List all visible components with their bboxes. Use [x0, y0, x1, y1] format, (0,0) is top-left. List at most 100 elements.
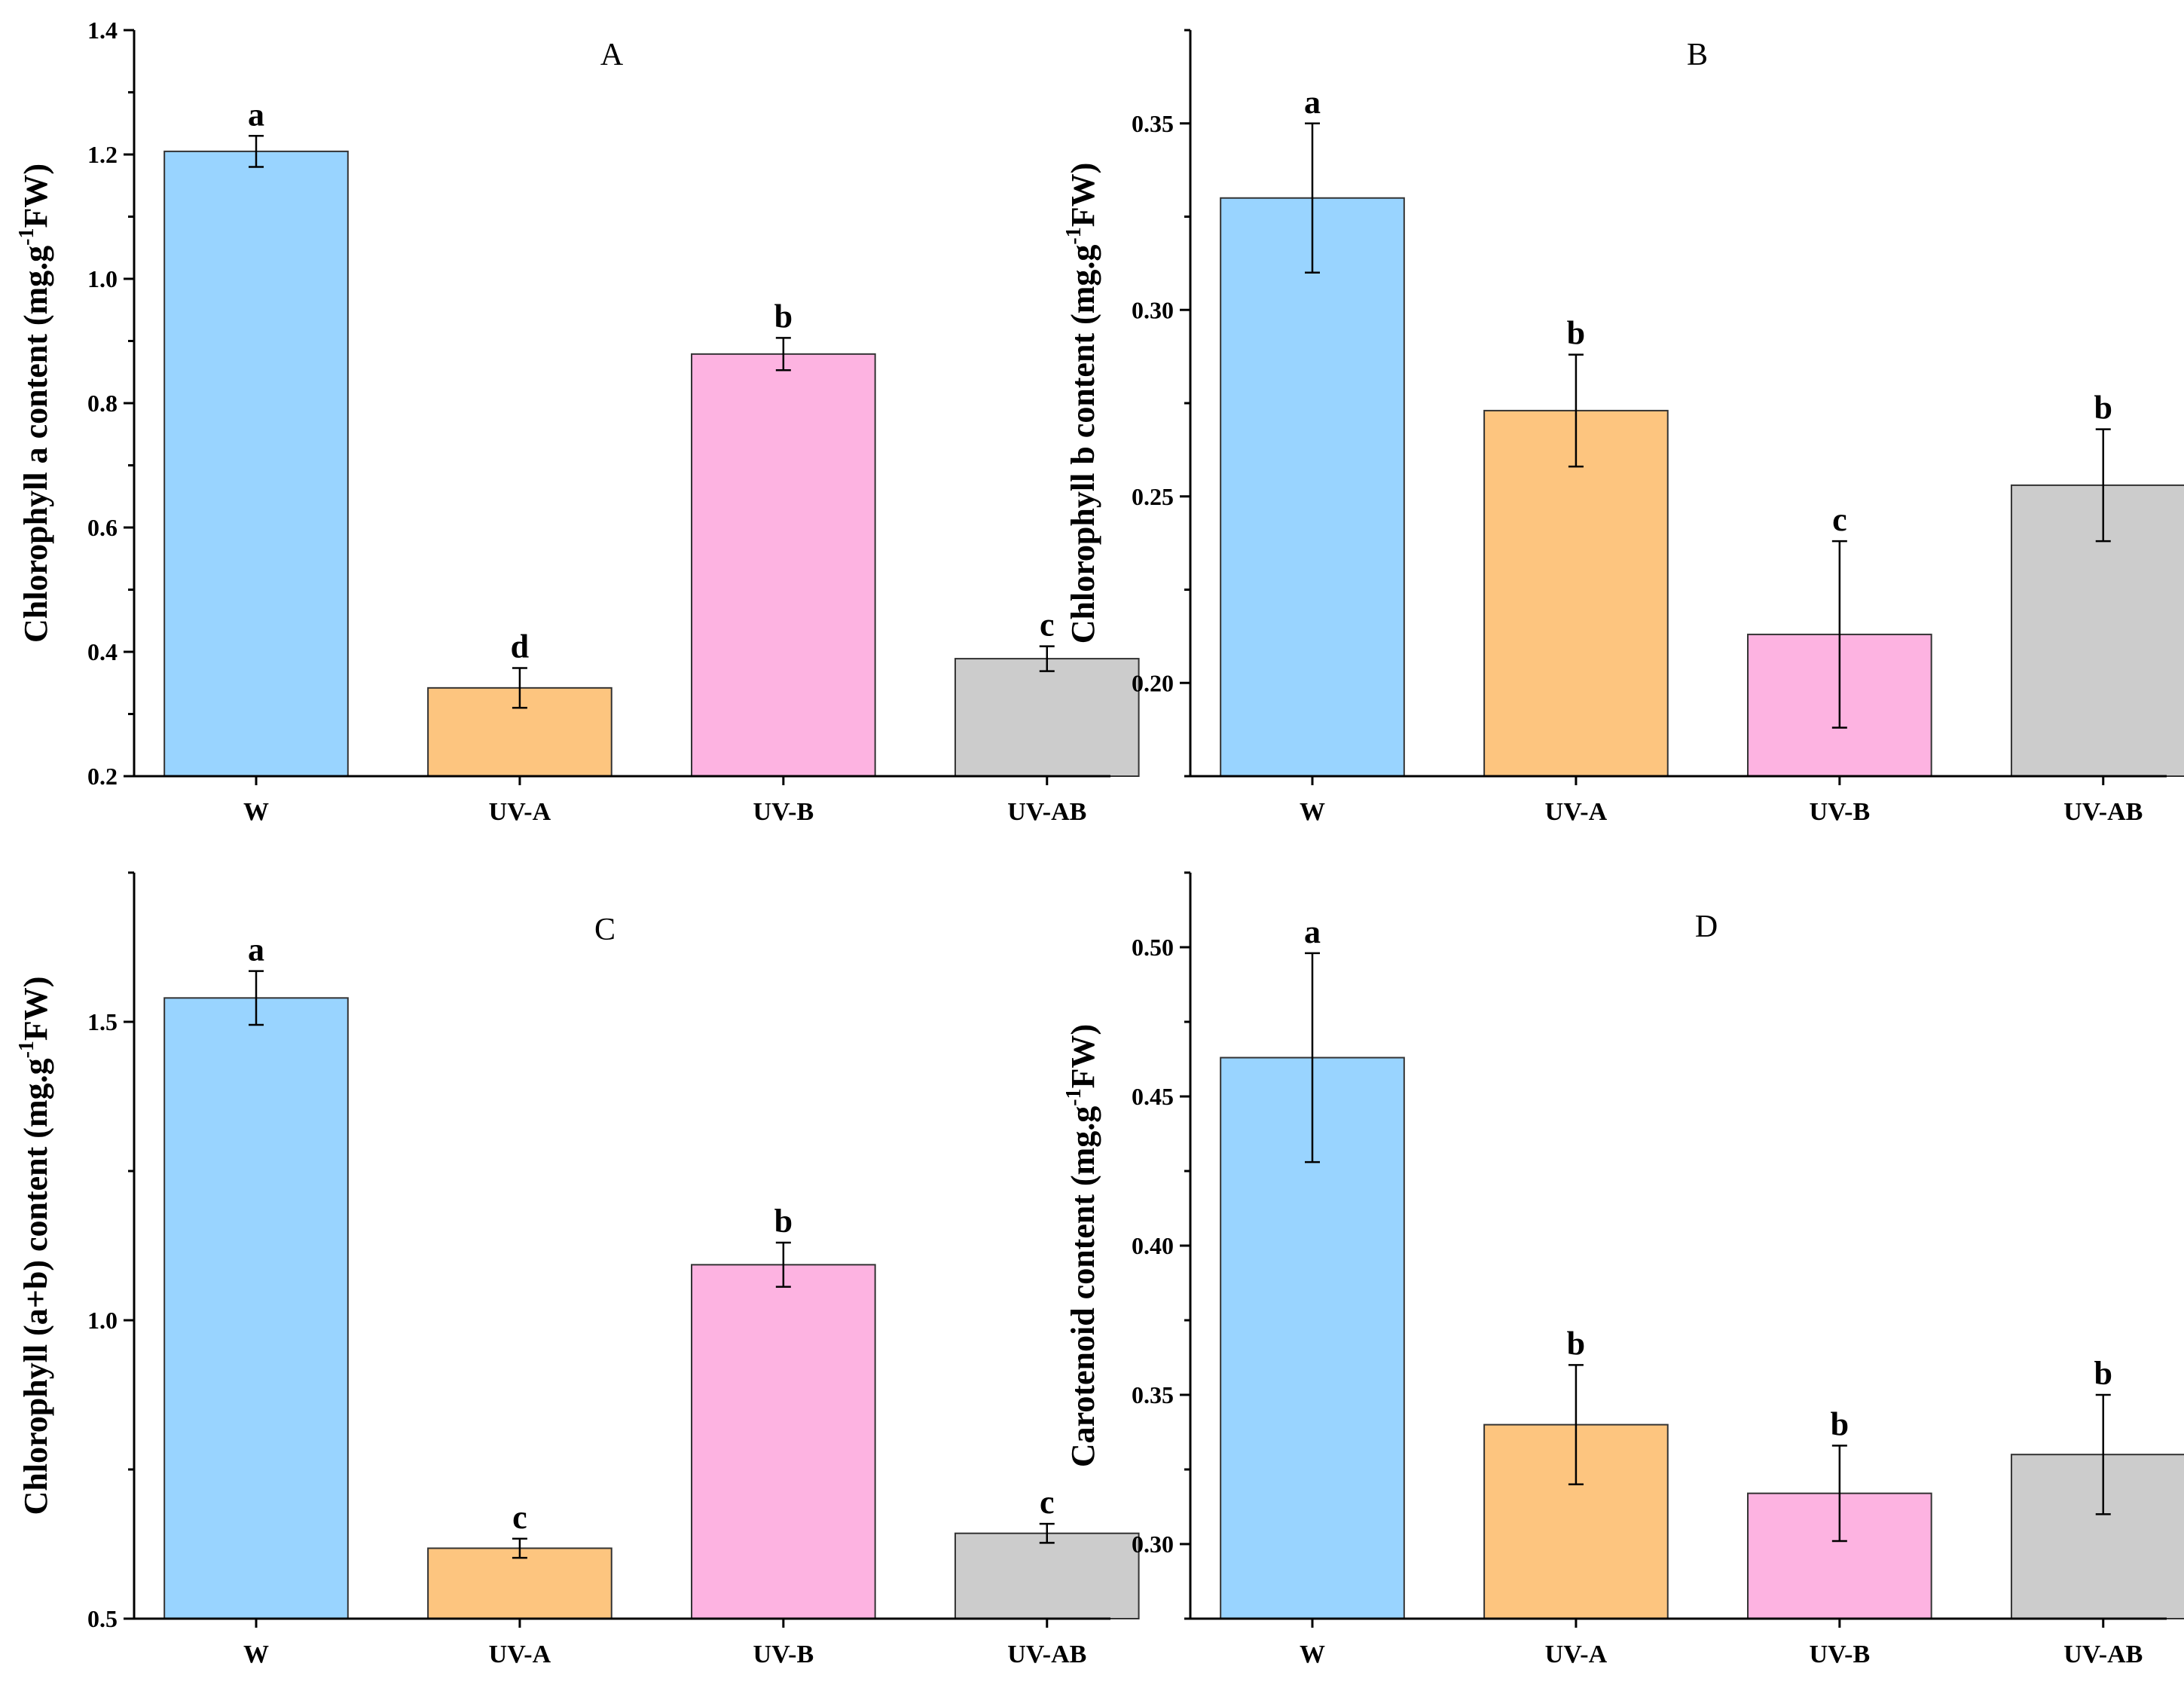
y-axis-label: Carotenoid content (mg.g-1FW) — [1062, 1024, 1101, 1467]
significance-letter: d — [511, 628, 529, 665]
bar-uv-ab — [2010, 1454, 2184, 1619]
error-bar — [249, 135, 264, 168]
x-tick-label: UV-AB — [1007, 798, 1086, 826]
bar-uv-a — [427, 1547, 612, 1619]
y-tick-label: 0.30 — [1132, 1530, 1174, 1558]
error-bar — [775, 1241, 791, 1288]
error-bar — [1039, 645, 1055, 672]
error-bar — [2095, 428, 2111, 543]
significance-letter: c — [1832, 501, 1847, 538]
y-tick-label: 0.20 — [1132, 669, 1174, 696]
x-tick-label: UV-A — [1545, 798, 1608, 826]
x-tick-label: UV-A — [489, 1641, 551, 1668]
y-tick-label: 1.0 — [87, 1307, 118, 1334]
bar-w — [163, 997, 349, 1619]
y-tick-label: 0.30 — [1132, 296, 1174, 323]
x-tick-label: UV-B — [1810, 1641, 1871, 1668]
y-axis-label-superscript: -1 — [1062, 227, 1086, 244]
panel-c: Ca Wc UV-A b UV-B c UV-AB 0.5 1.0 1.5 Chlorophyll … — [15, 871, 1140, 1668]
bar-uv-b — [691, 1264, 876, 1619]
bar-uv-a — [1483, 409, 1669, 778]
y-axis-label-superscript: -1 — [15, 228, 38, 245]
x-tick-label: UV-A — [489, 798, 551, 826]
significance-letter: b — [774, 298, 793, 335]
error-bar — [1305, 952, 1320, 1164]
panel-title: C — [594, 913, 615, 947]
bar-w — [1220, 197, 1405, 777]
error-bar — [1831, 540, 1847, 729]
y-tick-label: 0.45 — [1132, 1083, 1174, 1110]
x-tick-label: W — [1300, 798, 1325, 826]
significance-letter: b — [774, 1203, 793, 1240]
y-tick-label: 0.35 — [1132, 1381, 1174, 1408]
x-tick-label: UV-AB — [1007, 1641, 1086, 1668]
panel-d: Da Wb UV-A b UV-B b UV-AB 0.30 0.35 0.40 0.45 0.50 C… — [1062, 871, 2184, 1668]
error-bar — [249, 970, 264, 1026]
y-axis-label: Chlorophyll (a+b) content (mg.g-1FW) — [15, 977, 54, 1515]
y-axis-label-superscript: -1 — [1062, 1088, 1086, 1105]
significance-letter: a — [248, 931, 264, 968]
y-tick-label: 0.8 — [87, 390, 118, 417]
y-axis-label: Chlorophyll b content (mg.g-1FW) — [1062, 163, 1101, 644]
error-bar — [2095, 1393, 2111, 1515]
panel-title: D — [1695, 910, 1718, 944]
panel-a: Aa Wd UV-A b UV-B c UV-AB 0.2 0.4 0.6 0.8 1.0 1.2 1.4… — [15, 17, 1140, 826]
bar-w — [163, 150, 349, 777]
significance-letter: c — [1040, 1484, 1055, 1521]
y-axis-label-main: Chlorophyll (a+b) content (mg.g — [17, 1058, 54, 1515]
error-bar — [1568, 1364, 1584, 1486]
panel-b: Ba Wb UV-A c UV-B b UV-AB 0.20 0.25 0.30 0.35 Chlor… — [1062, 29, 2184, 826]
bar-uv-b — [691, 353, 876, 777]
y-axis-label-unit: FW) — [17, 164, 54, 228]
y-tick-label: 0.4 — [87, 638, 118, 665]
bar-uv-ab — [954, 1532, 1140, 1620]
y-axis-label-unit: FW) — [1065, 1024, 1101, 1089]
significance-letter: b — [2094, 390, 2112, 427]
x-tick-label: W — [243, 1641, 269, 1668]
significance-letter: b — [1567, 1325, 1585, 1362]
y-axis-label-unit: FW) — [1065, 163, 1101, 228]
panel-title: B — [1687, 38, 1708, 72]
x-tick-label: W — [1300, 1641, 1325, 1668]
panel-title: A — [600, 38, 624, 72]
significance-letter: a — [1304, 913, 1321, 950]
y-tick-label: 1.0 — [87, 265, 118, 292]
y-tick-label: 0.2 — [87, 763, 118, 790]
y-axis-label: Chlorophyll a content (mg.g-1FW) — [15, 164, 54, 643]
y-axis-label-main: Chlorophyll a content (mg.g — [17, 246, 54, 643]
y-tick-label: 1.5 — [87, 1008, 118, 1035]
y-axis-label-main: Chlorophyll b content (mg.g — [1065, 245, 1101, 644]
y-tick-label: 0.6 — [87, 514, 118, 541]
y-axis-label-unit: FW) — [17, 977, 54, 1041]
error-bar — [1305, 122, 1320, 274]
y-axis-label-superscript: -1 — [15, 1041, 38, 1058]
significance-letter: b — [2094, 1355, 2112, 1392]
x-tick-label: UV-A — [1545, 1641, 1608, 1668]
y-tick-label: 0.5 — [87, 1605, 118, 1632]
x-tick-label: UV-B — [753, 1641, 814, 1668]
y-tick-label: 0.35 — [1132, 110, 1174, 137]
significance-letter: c — [1040, 607, 1055, 644]
error-bar — [512, 1537, 527, 1559]
x-tick-label: UV-B — [753, 798, 814, 826]
y-tick-label: 0.40 — [1132, 1232, 1174, 1259]
significance-letter: b — [1567, 315, 1585, 352]
error-bar — [1831, 1445, 1847, 1543]
x-tick-label: UV-B — [1810, 798, 1871, 826]
bar-uv-ab — [954, 658, 1140, 778]
error-bar — [1568, 353, 1584, 468]
y-axis-label-main: Carotenoid content (mg.g — [1065, 1106, 1101, 1467]
significance-letter: a — [1304, 84, 1321, 121]
x-tick-label: UV-AB — [2063, 798, 2143, 826]
x-tick-label: UV-AB — [2063, 1641, 2143, 1668]
y-tick-label: 0.25 — [1132, 483, 1174, 510]
bar-uv-ab — [2010, 484, 2184, 778]
y-tick-label: 0.50 — [1132, 934, 1174, 961]
y-tick-label: 1.2 — [87, 141, 118, 168]
significance-letter: c — [512, 1499, 527, 1536]
error-bar — [775, 337, 791, 372]
x-tick-label: W — [243, 798, 269, 826]
error-bar — [1039, 1522, 1055, 1544]
y-tick-label: 1.4 — [87, 17, 118, 44]
